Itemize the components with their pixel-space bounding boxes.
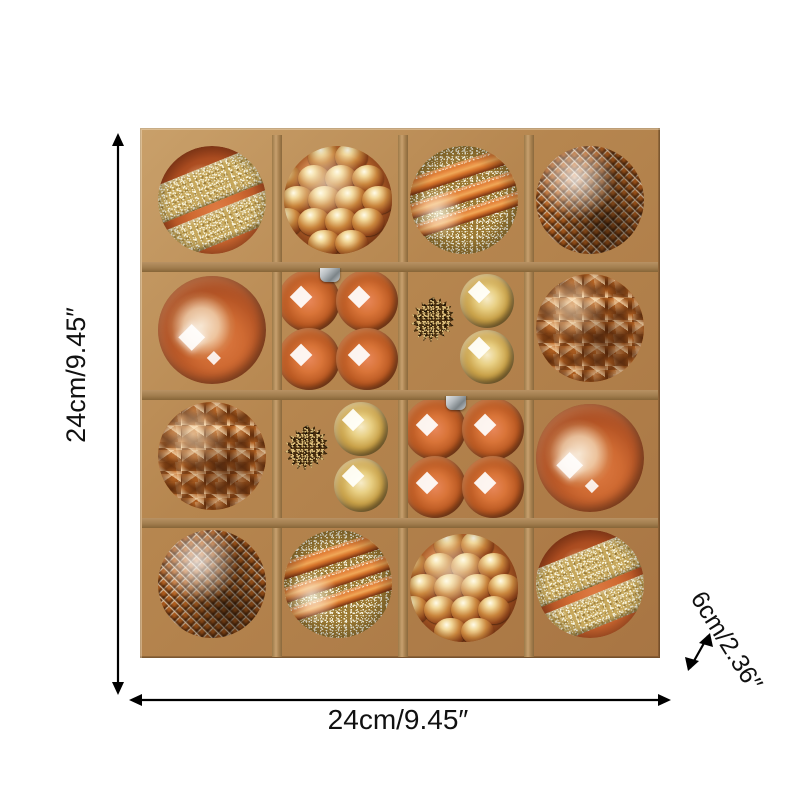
svg-text:24cm/9.45″: 24cm/9.45″ [61, 307, 91, 443]
svg-text:6cm/2.36″: 6cm/2.36″ [685, 586, 768, 696]
svg-text:24cm/9.45″: 24cm/9.45″ [328, 704, 469, 735]
